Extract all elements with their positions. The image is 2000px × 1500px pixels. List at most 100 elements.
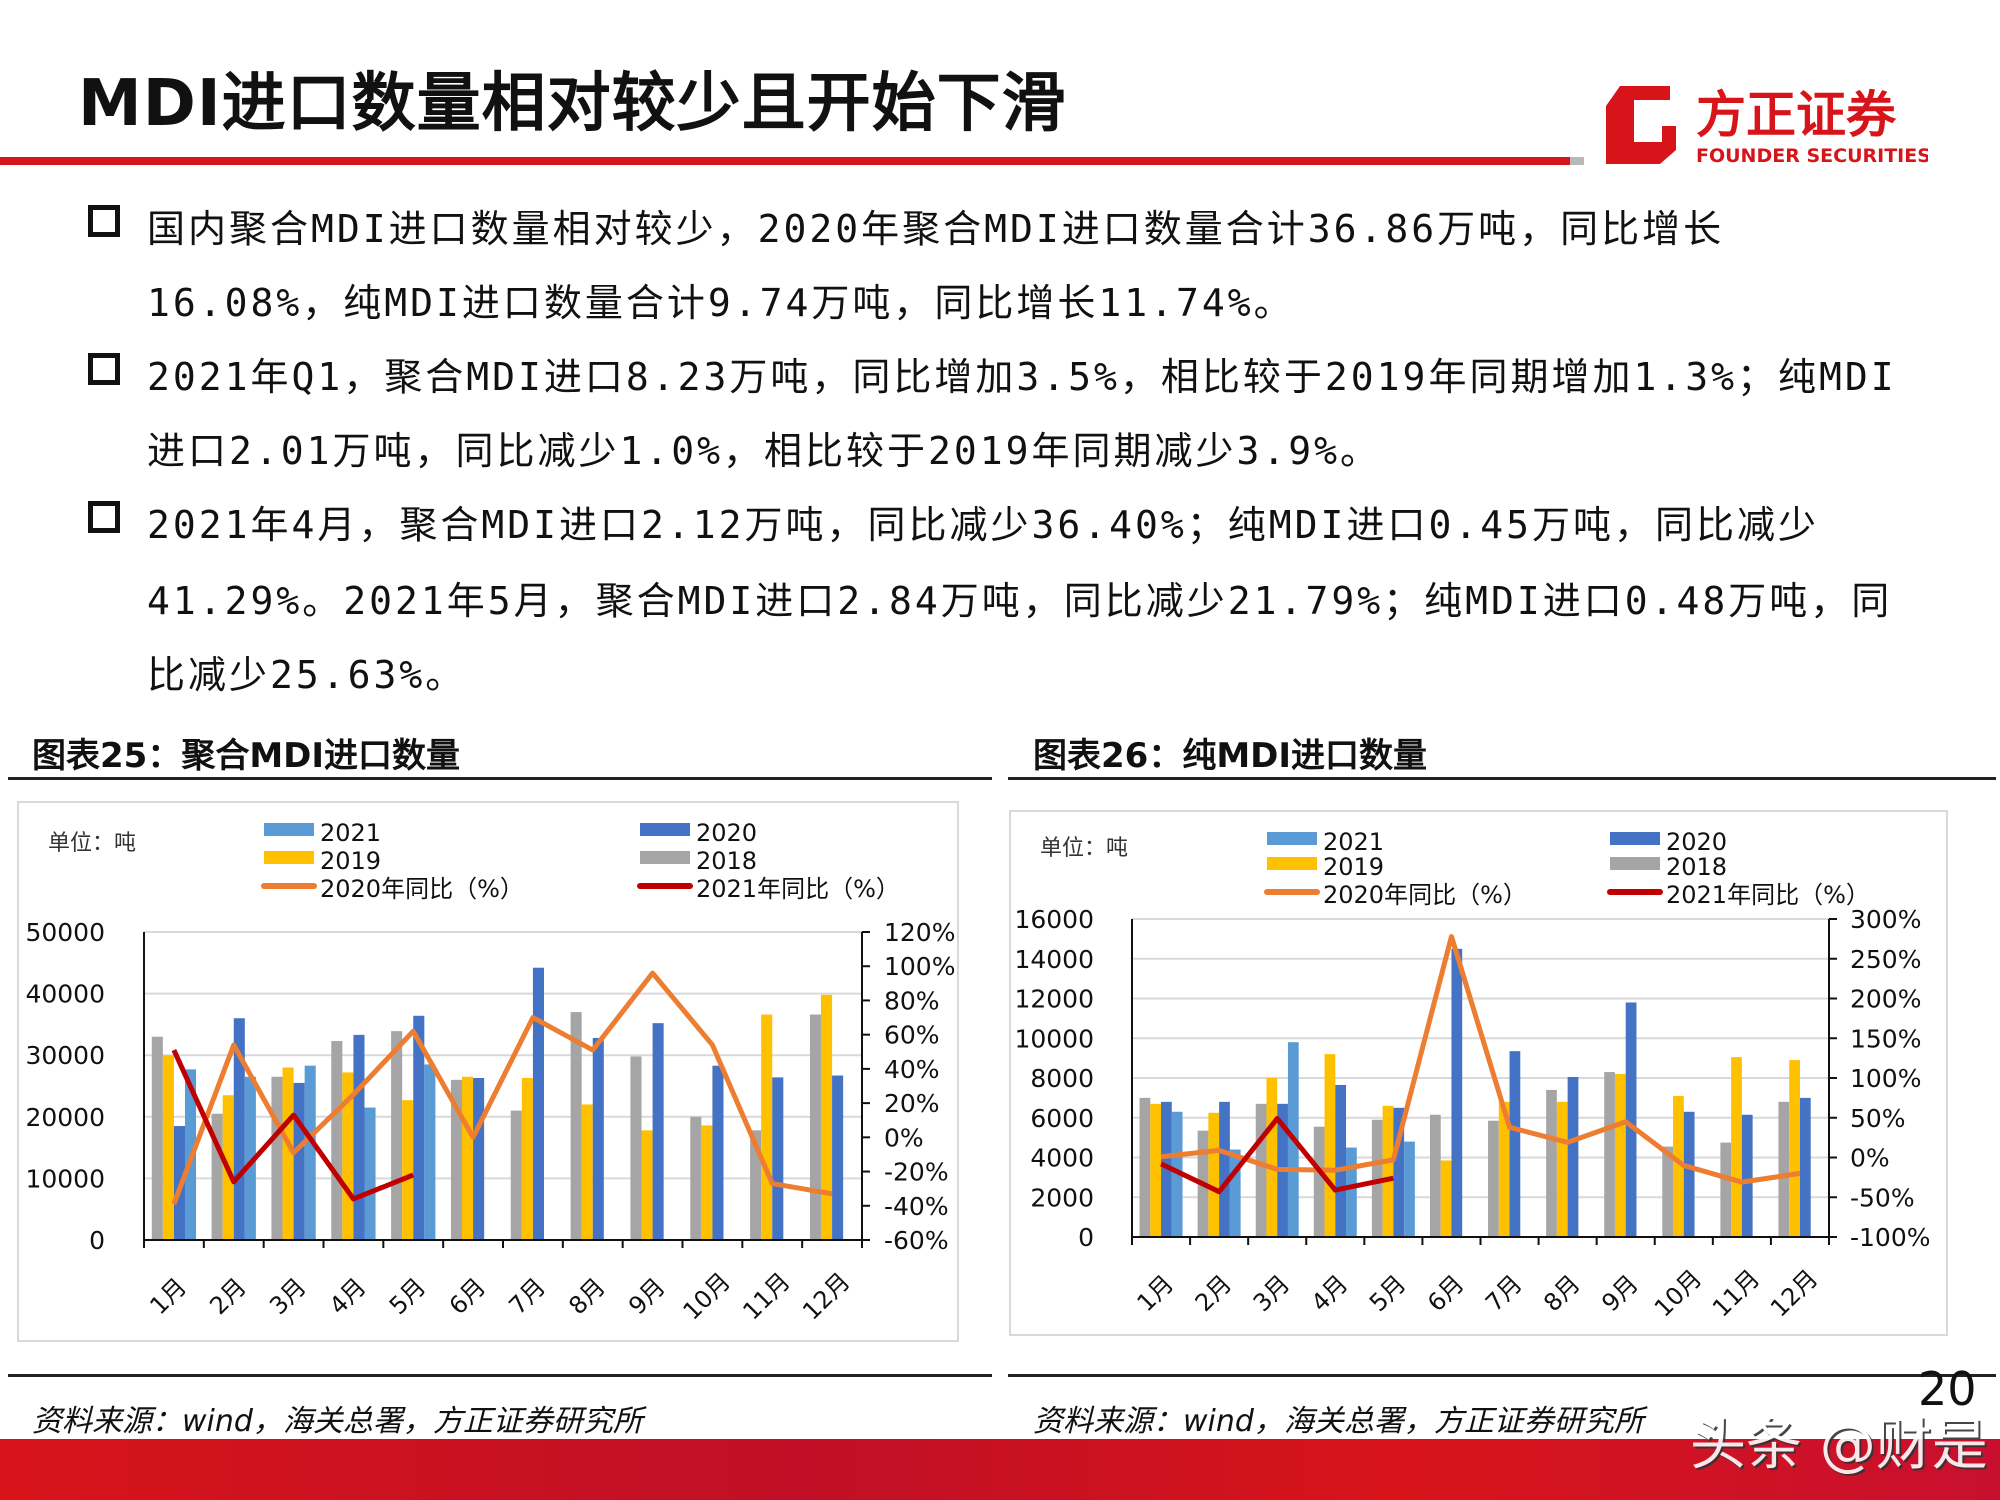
chart-26-frame bbox=[1009, 810, 1948, 1336]
bar-2020 bbox=[1451, 948, 1463, 1237]
x-tick-label: 3月 bbox=[1248, 1270, 1296, 1318]
y2-tick-label: 200% bbox=[1850, 985, 1921, 1014]
bar-2018 bbox=[1488, 1120, 1499, 1237]
bar-2019 bbox=[1731, 1057, 1742, 1237]
y-tick-label: 12000 bbox=[1014, 985, 1094, 1014]
legend-swatch-2020 bbox=[640, 823, 690, 836]
bar-2021 bbox=[1404, 1141, 1415, 1237]
bar-2020 bbox=[1741, 1114, 1753, 1237]
bar-2019 bbox=[462, 1076, 474, 1240]
source-rule bbox=[1008, 1374, 1996, 1377]
figure-25-caption: 图表25：聚合MDI进口数量 bbox=[32, 736, 461, 776]
bar-2019 bbox=[1150, 1103, 1162, 1237]
bar-2018 bbox=[1662, 1146, 1674, 1237]
y2-tick-label: 300% bbox=[1850, 905, 1921, 934]
unit-label: 单位：吨 bbox=[48, 831, 136, 856]
bullet-text-line: 进口2.01万吨，同比减少1.0%，相比较于2019年同期减少3.9%。 bbox=[147, 429, 1382, 473]
bar-2019 bbox=[1614, 1074, 1626, 1237]
y2-tick-label: -50% bbox=[1850, 1183, 1915, 1212]
bar-2020 bbox=[712, 1065, 724, 1240]
y2-tick-label: 60% bbox=[884, 1021, 940, 1050]
y2-tick-label: 100% bbox=[884, 952, 955, 981]
y-tick-label: 10000 bbox=[25, 1164, 105, 1193]
y-tick-label: 40000 bbox=[25, 980, 105, 1009]
y-tick-label: 20000 bbox=[25, 1103, 105, 1132]
bar-2018 bbox=[1371, 1119, 1383, 1237]
founder-securities-logo: 方正证券 FOUNDER SECURITIES bbox=[1606, 86, 1928, 167]
bar-2020 bbox=[1567, 1077, 1579, 1237]
bullet-square-icon bbox=[88, 353, 120, 385]
y-tick-label: 8000 bbox=[1030, 1064, 1094, 1093]
y2-tick-label: 250% bbox=[1850, 945, 1921, 974]
x-tick-label: 8月 bbox=[1538, 1270, 1586, 1318]
bar-2019 bbox=[521, 1077, 533, 1240]
x-tick-label: 9月 bbox=[1596, 1270, 1644, 1318]
page-number: 20 bbox=[1918, 1362, 1977, 1416]
line-yoy-2021 bbox=[1159, 1116, 1394, 1195]
bar-2019 bbox=[282, 1067, 294, 1240]
y-tick-label: 50000 bbox=[25, 918, 105, 947]
bar-2018 bbox=[630, 1056, 642, 1240]
y2-tick-label: 20% bbox=[884, 1089, 940, 1118]
bar-2020 bbox=[1799, 1097, 1811, 1237]
svg-text:FOUNDER SECURITIES: FOUNDER SECURITIES bbox=[1696, 145, 1928, 167]
bar-2019 bbox=[1789, 1060, 1800, 1237]
x-tick-label: 2月 bbox=[1190, 1270, 1238, 1318]
bar-2019 bbox=[1556, 1101, 1568, 1237]
source-rule bbox=[8, 1374, 992, 1377]
legend-label: 2020年同比（%） bbox=[1323, 881, 1527, 909]
bar-2020 bbox=[832, 1075, 844, 1240]
bar-2018 bbox=[809, 1014, 822, 1240]
legend-label: 2018 bbox=[696, 847, 757, 875]
bullet-text-line: 国内聚合MDI进口数量相对较少，2020年聚合MDI进口数量合计36.86万吨，… bbox=[147, 207, 1725, 251]
y2-tick-label: 50% bbox=[1850, 1104, 1906, 1133]
x-tick-label: 11月 bbox=[1707, 1264, 1765, 1322]
bar-2019 bbox=[1673, 1095, 1684, 1237]
bar-2018 bbox=[570, 1012, 582, 1240]
line-yoy-2020 bbox=[1160, 933, 1801, 1185]
y-tick-label: 6000 bbox=[1030, 1104, 1094, 1133]
bullet-square-icon bbox=[88, 501, 120, 533]
legend-label: 2021年同比（%） bbox=[1666, 881, 1870, 909]
bar-2021 bbox=[304, 1065, 316, 1240]
bar-2020 bbox=[1335, 1084, 1347, 1237]
y2-tick-label: -60% bbox=[884, 1226, 949, 1255]
caption-rule bbox=[1008, 777, 1996, 780]
watermark: 头条 @财是 bbox=[1690, 1413, 1988, 1478]
page-title: MDI进口数量相对较少且开始下滑 bbox=[78, 67, 1067, 141]
y-tick-label: 16000 bbox=[1014, 905, 1094, 934]
figure-25-source: 资料来源：wind，海关总署，方正证券研究所 bbox=[32, 1404, 643, 1439]
bar-2021 bbox=[1171, 1111, 1183, 1237]
bullet-text-line: 2021年4月，聚合MDI进口2.12万吨，同比减少36.40%；纯MDI进口0… bbox=[147, 503, 1819, 547]
bullet-text-line: 16.08%，纯MDI进口数量合计9.74万吨，同比增长11.74%。 bbox=[147, 281, 1295, 325]
bar-2018 bbox=[1255, 1103, 1267, 1237]
legend-swatch-2020 bbox=[1610, 832, 1660, 845]
y-tick-label: 2000 bbox=[1030, 1183, 1094, 1212]
bar-2019 bbox=[821, 994, 833, 1240]
legend-swatch-2019 bbox=[1267, 857, 1317, 870]
bar-2019 bbox=[581, 1104, 593, 1240]
legend-label: 2021年同比（%） bbox=[696, 875, 900, 903]
unit-label: 单位：吨 bbox=[1040, 836, 1128, 861]
legend-swatch-2018 bbox=[1610, 857, 1660, 870]
bar-2020 bbox=[532, 967, 544, 1240]
bar-2018 bbox=[1778, 1101, 1790, 1237]
bar-2020 bbox=[1683, 1111, 1695, 1237]
bar-2018 bbox=[1313, 1126, 1325, 1237]
bar-2019 bbox=[1208, 1112, 1220, 1237]
y2-tick-label: 100% bbox=[1850, 1064, 1921, 1093]
figure-26-source: 资料来源：wind，海关总署，方正证券研究所 bbox=[1033, 1404, 1644, 1439]
bar-2020 bbox=[1625, 1002, 1637, 1237]
legend-swatch-2021 bbox=[264, 823, 314, 836]
bar-2020 bbox=[233, 1018, 245, 1240]
bar-2020 bbox=[592, 1037, 604, 1240]
y-tick-label: 4000 bbox=[1030, 1144, 1094, 1173]
bar-2021 bbox=[1229, 1149, 1241, 1237]
y-tick-label: 0 bbox=[1078, 1223, 1094, 1252]
x-tick-label: 10月 bbox=[1649, 1264, 1707, 1322]
y2-tick-label: -20% bbox=[884, 1158, 949, 1187]
bar-2019 bbox=[1440, 1160, 1452, 1237]
y2-tick-label: 120% bbox=[884, 918, 955, 947]
bar-2019 bbox=[402, 1100, 414, 1240]
